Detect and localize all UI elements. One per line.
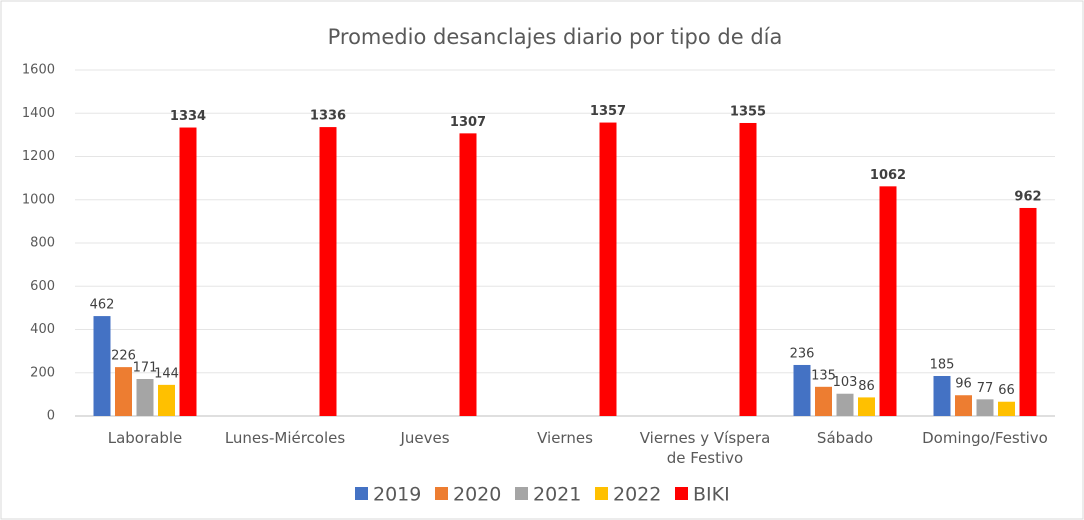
legend-swatch <box>435 487 448 500</box>
y-tick-label: 200 <box>30 365 55 380</box>
data-label: 185 <box>930 357 955 372</box>
legend-label: 2019 <box>373 484 421 506</box>
bar <box>858 397 875 416</box>
data-label: 171 <box>133 361 158 376</box>
data-label: 86 <box>858 379 875 394</box>
bar <box>879 186 897 416</box>
legend-label: 2021 <box>533 484 581 506</box>
legend-label: 2020 <box>453 484 501 506</box>
y-tick-label: 600 <box>30 279 55 294</box>
bar <box>599 122 617 416</box>
bar <box>739 122 757 416</box>
y-tick-label: 1200 <box>22 149 55 164</box>
bar <box>319 127 337 416</box>
y-tick-label: 400 <box>30 322 55 337</box>
data-label: 144 <box>154 366 179 381</box>
x-tick-label: Sábado <box>816 429 874 447</box>
x-tick-label: Lunes-Miércoles <box>224 429 346 447</box>
data-label: 236 <box>790 346 815 361</box>
data-label: 462 <box>90 298 115 313</box>
bar <box>459 133 477 416</box>
x-tick-label: Laborable <box>107 429 183 447</box>
bar <box>955 395 972 416</box>
data-label: 77 <box>977 381 994 396</box>
bar <box>93 316 111 416</box>
data-label: 962 <box>1014 189 1041 204</box>
data-label: 135 <box>811 368 836 383</box>
y-tick-label: 1400 <box>22 106 55 121</box>
data-label: 1357 <box>590 104 626 119</box>
bar <box>976 399 994 416</box>
y-tick-label: 0 <box>47 409 55 424</box>
bar <box>836 393 854 416</box>
data-label: 96 <box>955 377 972 392</box>
data-label: 103 <box>833 375 858 390</box>
bar <box>158 384 175 416</box>
data-label: 1062 <box>870 168 906 183</box>
bar <box>793 364 811 416</box>
x-tick-label: Jueves <box>400 429 450 447</box>
legend-swatch <box>675 487 688 500</box>
x-tick-label: Viernes y Víspera de Festivo <box>639 429 771 467</box>
y-tick-label: 1000 <box>22 192 55 207</box>
data-label: 66 <box>998 383 1015 398</box>
bar <box>933 375 951 416</box>
y-tick-label: 800 <box>30 236 55 251</box>
data-label: 1355 <box>730 104 766 119</box>
y-tick-label: 1600 <box>22 63 55 78</box>
bar <box>115 367 132 416</box>
legend-label: BIKI <box>693 484 730 506</box>
legend-swatch <box>595 487 608 500</box>
bar <box>1019 207 1037 416</box>
legend-label: 2022 <box>613 484 661 506</box>
bar <box>136 379 154 416</box>
bar <box>998 401 1015 416</box>
bar <box>815 386 832 416</box>
chart-title: Promedio desanclajes diario por tipo de … <box>328 25 783 49</box>
data-label: 1336 <box>310 109 346 124</box>
x-tick-label: Domingo/Festivo <box>922 429 1048 447</box>
data-label: 1307 <box>450 115 486 130</box>
x-tick-label: Viernes <box>537 429 593 447</box>
data-label: 226 <box>111 349 136 364</box>
legend-swatch <box>515 487 528 500</box>
legend-swatch <box>355 487 368 500</box>
data-label: 1334 <box>170 109 206 124</box>
bar <box>179 127 197 417</box>
